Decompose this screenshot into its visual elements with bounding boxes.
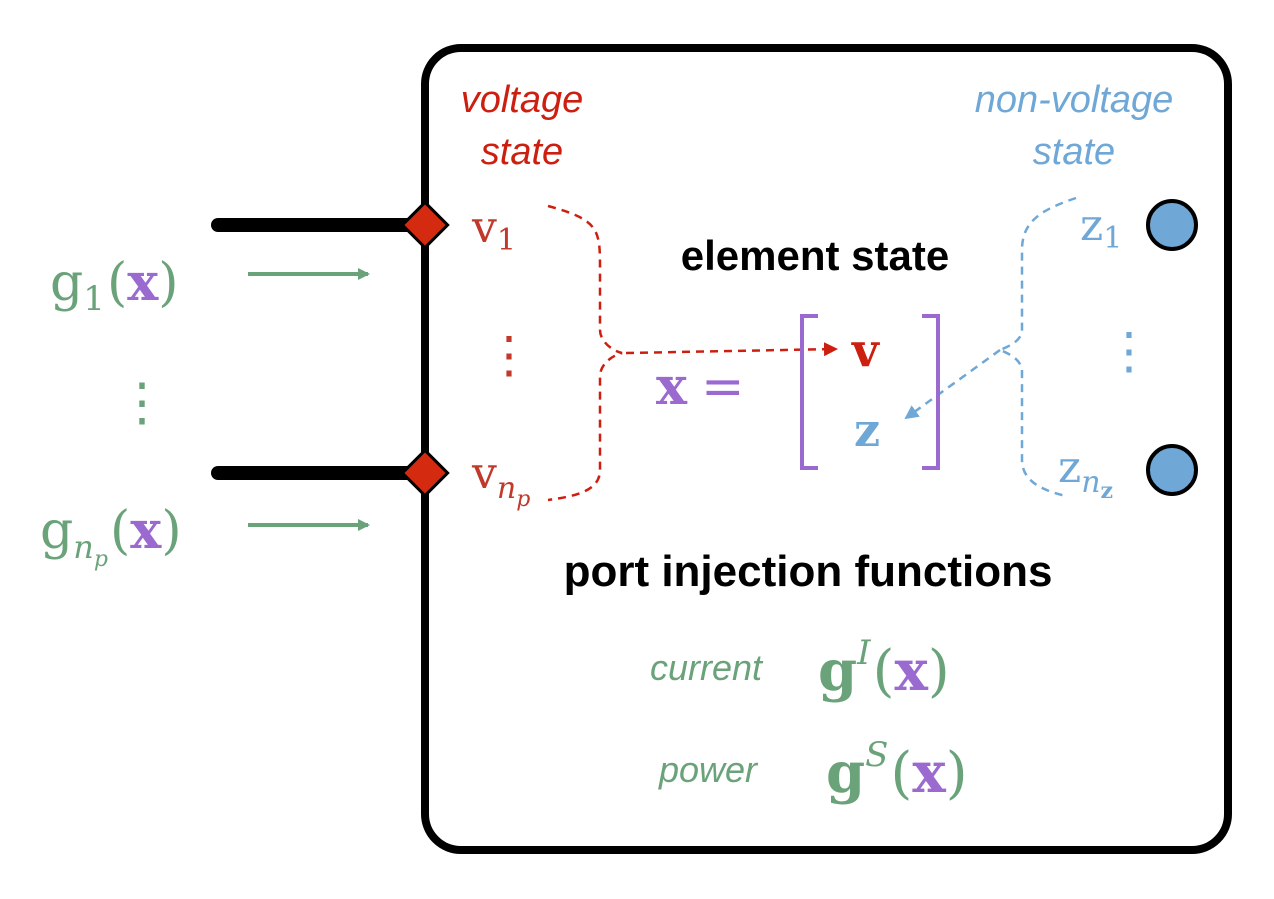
x-equals: x = (656, 356, 745, 417)
vector-z: z (854, 403, 880, 457)
v1-label: v1 (471, 202, 516, 258)
znz-state-circle-icon (1146, 444, 1198, 496)
z1-label: z1 (1080, 200, 1122, 256)
current-label: current (650, 647, 764, 688)
g-current-expr: gI(x) (818, 633, 950, 704)
gnp-label: gnp(x) (40, 500, 182, 572)
voltage-state-line1: voltage (461, 79, 584, 121)
voltage-state-line2: state (481, 131, 563, 173)
left-vertical-dots: ⋮ (116, 373, 168, 433)
nonvoltage-arrow (904, 348, 1001, 420)
vector-v: v (851, 323, 880, 377)
z1-state-circle-icon (1146, 199, 1198, 251)
znz-label: znz (1058, 442, 1113, 504)
nonvoltage-state-line2: state (1033, 131, 1115, 173)
voltage-brace (547, 204, 623, 502)
g-power-expr: gS(x) (826, 735, 968, 806)
g1-label: g1(x) (50, 252, 179, 319)
element-state-title: element state (681, 232, 949, 279)
port-1-diamond-icon (400, 200, 450, 250)
right-bracket (922, 314, 940, 470)
voltage-vertical-dots: ⋮ (484, 326, 534, 384)
left-bracket (800, 314, 818, 470)
port-np-diamond-icon (400, 448, 450, 498)
power-label: power (658, 749, 759, 790)
nonvoltage-brace (996, 196, 1077, 498)
nonvoltage-state-line1: non-voltage (975, 79, 1174, 121)
vnp-label: vnp (471, 448, 530, 512)
nonvoltage-vertical-dots: ⋮ (1104, 322, 1154, 380)
port-injection-title: port injection functions (564, 547, 1053, 596)
